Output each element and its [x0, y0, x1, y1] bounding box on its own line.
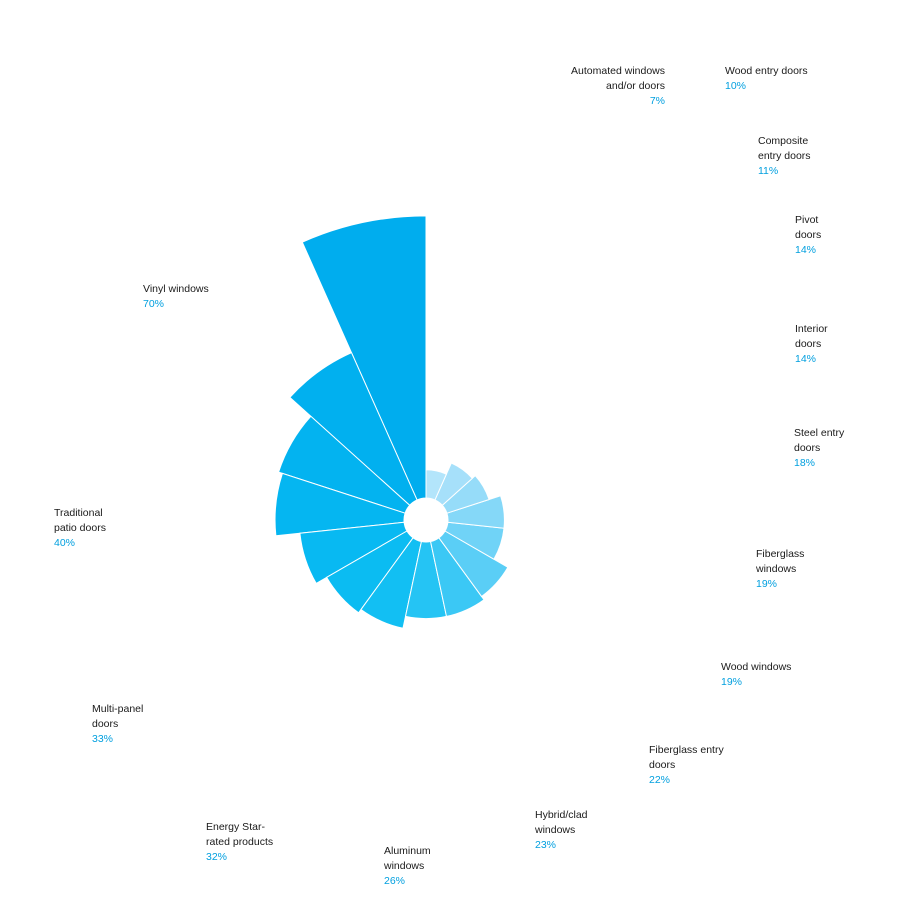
- label-pct: 23%: [535, 839, 557, 851]
- label-wood-windows: Wood windows 19%: [721, 660, 841, 690]
- label-hybrid-clad-windows: Hybrid/clad windows 23%: [535, 808, 595, 853]
- label-pct: 70%: [143, 298, 165, 310]
- wedge-vinyl-windows: [301, 215, 427, 501]
- label-pct: 7%: [649, 95, 665, 107]
- label-name: Wood windows: [721, 661, 792, 673]
- wedge-energy-star-rated-products: [274, 472, 406, 537]
- label-pct: 26%: [384, 875, 406, 887]
- label-name: Fiberglass windows: [756, 548, 805, 575]
- wedge-composite-entry-doors: [441, 474, 490, 514]
- label-name: Interior doors: [795, 323, 828, 350]
- label-interior-doors: Interior doors 14%: [795, 322, 837, 367]
- label-pct: 40%: [54, 537, 76, 549]
- label-vinyl-windows: Vinyl windows 70%: [143, 282, 263, 312]
- label-pct: 32%: [206, 851, 228, 863]
- label-energy-star-rated-products: Energy Star-rated products 32%: [206, 820, 281, 865]
- label-wood-entry-doors: Wood entry doors 10%: [725, 64, 825, 94]
- label-pct: 14%: [795, 353, 817, 365]
- wedge-aluminum-windows: [299, 521, 408, 585]
- label-name: Wood entry doors: [725, 65, 808, 77]
- label-name: Steel entry doors: [794, 427, 845, 454]
- label-name: Energy Star-rated products: [206, 821, 274, 848]
- label-composite-entry-doors: Composite entry doors 11%: [758, 134, 818, 179]
- wedge-steel-entry-doors: [438, 530, 509, 598]
- label-automated-windows-doors: Automated windows and/or doors 7%: [545, 64, 665, 109]
- label-fiberglass-windows: Fiberglass windows 19%: [756, 547, 811, 592]
- label-traditional-patio-doors: Traditional patio doors 40%: [54, 506, 114, 551]
- label-pct: 19%: [756, 578, 778, 590]
- wedge-fiberglass-windows: [429, 537, 485, 618]
- label-aluminum-windows: Aluminum windows 26%: [384, 844, 439, 889]
- label-pct: 22%: [649, 774, 671, 786]
- label-name: Fiberglass entry doors: [649, 744, 724, 771]
- label-pct: 11%: [758, 165, 779, 177]
- wedge-automated-windows-and-or-doors: [425, 469, 448, 501]
- label-steel-entry-doors: Steel entry doors 18%: [794, 426, 856, 471]
- label-fiberglass-entry-doors: Fiberglass entry doors 22%: [649, 743, 731, 788]
- label-pct: 18%: [794, 457, 816, 469]
- label-name: Pivot doors: [795, 214, 822, 241]
- wedge-traditional-patio-doors: [289, 351, 418, 506]
- label-pct: 19%: [721, 676, 743, 688]
- label-name: Automated windows and/or doors: [571, 65, 665, 92]
- wedge-wood-entry-doors: [434, 462, 474, 506]
- label-name: Traditional patio doors: [54, 507, 106, 534]
- label-name: Vinyl windows: [143, 283, 209, 295]
- label-name: Hybrid/clad windows: [535, 809, 588, 836]
- label-name: Aluminum windows: [384, 845, 431, 872]
- label-pct: 14%: [795, 244, 817, 256]
- wedge-fiberglass-entry-doors: [360, 537, 423, 629]
- label-pivot-doors: Pivot doors 14%: [795, 213, 831, 258]
- label-name: Composite entry doors: [758, 135, 811, 162]
- label-pct: 10%: [725, 80, 747, 92]
- label-pct: 33%: [92, 733, 114, 745]
- label-name: Multi-panel doors: [92, 703, 144, 730]
- wedge-pivot-doors: [446, 495, 505, 529]
- wedge-hybrid-clad-windows: [325, 530, 414, 614]
- label-multi-panel-doors: Multi-panel doors 33%: [92, 702, 152, 747]
- wedge-multi-panel-doors: [277, 415, 411, 514]
